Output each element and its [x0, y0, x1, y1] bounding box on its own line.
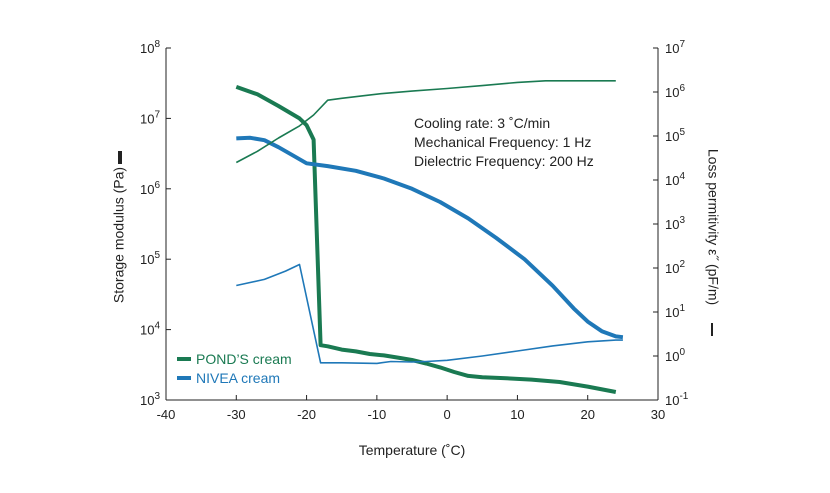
legend-label-ponds: POND’S cream: [196, 351, 292, 367]
series-line-nivea-storage-modulus: [236, 135, 624, 340]
y-right-series-marker: [711, 323, 713, 336]
annotation-cooling-rate: Cooling rate: 3 ˚C/min: [414, 115, 550, 131]
x-tick-label: -40: [157, 407, 176, 422]
y-left-title-group: Storage modulus (Pa): [111, 151, 127, 303]
y-right-tick-label: 105: [665, 127, 685, 144]
x-tick-label: 20: [580, 407, 594, 422]
series-layer: [235, 80, 624, 394]
y-left-axis-title: Storage modulus (Pa): [111, 167, 127, 303]
x-tick-label: 10: [510, 407, 524, 422]
y-left-tick-label: 104: [140, 321, 160, 338]
y-right-tick-label: 100: [665, 347, 685, 364]
y-right-tick-label: 106: [665, 83, 685, 100]
series-line-ponds-loss-permitivity: [235, 80, 616, 164]
legend: POND’S cream NIVEA cream: [177, 351, 292, 386]
y-right-title-group: Loss permitivity ε˝ (pF/m): [705, 149, 721, 336]
x-tick-label: -30: [227, 407, 246, 422]
y-right-tick-label: 104: [665, 171, 685, 188]
axes: [165, 48, 659, 401]
y-left-tick-label: 107: [140, 109, 160, 126]
y-right-tick-label: 103: [665, 215, 685, 232]
x-axis-title: Temperature (˚C): [359, 442, 466, 458]
y-left-tick-label: 105: [140, 250, 160, 267]
y-right-tick-label: 10-1: [665, 391, 689, 408]
y-left-series-marker: [118, 151, 122, 164]
y-right-tick-label: 107: [665, 39, 685, 56]
x-tick-label: -20: [297, 407, 316, 422]
x-tick-label: 30: [651, 407, 665, 422]
y-left-tick-label: 103: [140, 391, 160, 408]
annotation-mechanical-frequency: Mechanical Frequency: 1 Hz: [414, 134, 591, 150]
series-line-ponds-storage-modulus: [235, 85, 617, 394]
y-right-tick-label: 101: [665, 303, 685, 320]
legend-label-nivea: NIVEA cream: [196, 370, 280, 386]
y-left-tick-label: 108: [140, 39, 160, 56]
y-right-tick-label: 102: [665, 259, 685, 276]
x-tick-label: -10: [367, 407, 386, 422]
x-tick-label: 0: [444, 407, 451, 422]
series-line-nivea-loss-permitivity: [236, 263, 623, 365]
y-right-axis-title: Loss permitivity ε˝ (pF/m): [705, 149, 721, 305]
y-left-tick-label: 106: [140, 180, 160, 197]
ticks-layer: -40 -30 -20 -10 0 10 20 30 103 104 105 106 107 108 10-…: [140, 39, 689, 422]
annotation-dielectric-frequency: Dielectric Frequency: 200 Hz: [414, 153, 594, 169]
